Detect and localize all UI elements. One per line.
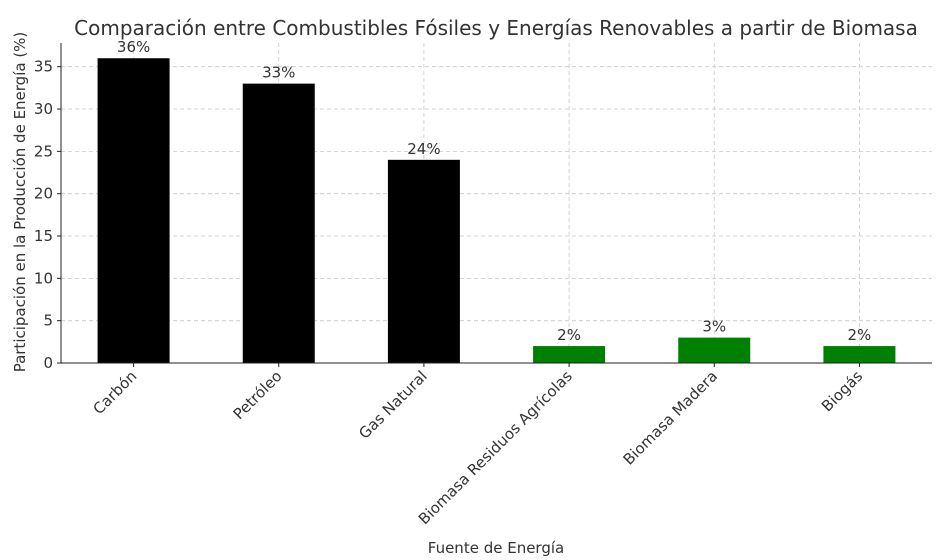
y-tick-label: 20 bbox=[34, 185, 53, 203]
bar bbox=[678, 337, 751, 363]
x-tick-label: Biomasa Madera bbox=[620, 367, 721, 468]
data-label: 2% bbox=[848, 326, 872, 344]
y-axis-label: Participación en la Producción de Energí… bbox=[11, 32, 29, 373]
x-tick-label: Petróleo bbox=[230, 367, 286, 423]
bar bbox=[387, 159, 460, 363]
bar bbox=[97, 58, 170, 363]
y-tick-label: 10 bbox=[34, 269, 53, 287]
y-tick-label: 25 bbox=[34, 142, 53, 160]
bar bbox=[242, 83, 315, 363]
x-tick-label: Biomasa Residuos Agrícolas bbox=[415, 367, 576, 528]
data-label: 24% bbox=[407, 140, 440, 158]
bar bbox=[533, 346, 606, 363]
data-label: 36% bbox=[117, 38, 150, 56]
y-tick-labels: 0 5 10 15 20 25 30 35 bbox=[34, 58, 53, 372]
data-label: 2% bbox=[557, 326, 581, 344]
bar bbox=[823, 346, 896, 363]
x-axis-label: Fuente de Energía bbox=[428, 539, 564, 556]
data-labels: 36% 33% 24% 2% 3% 2% bbox=[117, 38, 871, 344]
chart-title: Comparación entre Combustibles Fósiles y… bbox=[74, 16, 918, 40]
y-tick-label: 0 bbox=[43, 354, 53, 372]
grid-lines bbox=[61, 43, 932, 364]
y-tick-label: 5 bbox=[43, 312, 53, 330]
x-tick-label: Carbón bbox=[89, 367, 140, 418]
data-label: 33% bbox=[262, 64, 295, 82]
y-tick-label: 35 bbox=[34, 58, 53, 76]
data-label: 3% bbox=[702, 318, 726, 336]
x-tick-label: Gas Natural bbox=[355, 367, 430, 442]
y-tick-label: 15 bbox=[34, 227, 53, 245]
axes bbox=[57, 43, 932, 367]
x-tick-label: Biogás bbox=[818, 367, 866, 415]
y-tick-label: 30 bbox=[34, 100, 53, 118]
bars bbox=[97, 58, 896, 363]
